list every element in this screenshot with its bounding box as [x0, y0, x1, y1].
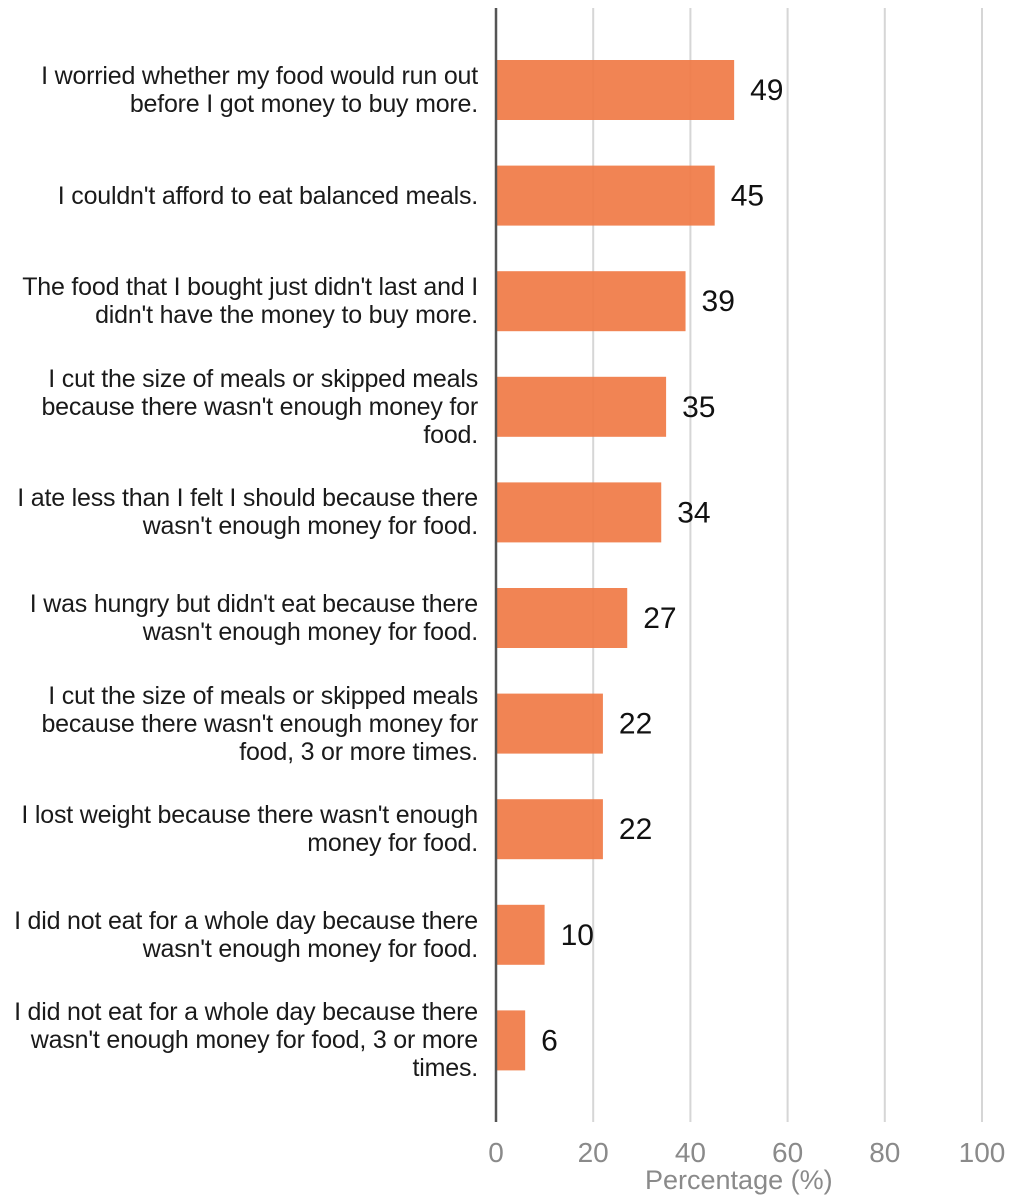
bar-5	[496, 482, 662, 543]
x-tick-label-80: 80	[869, 1137, 900, 1168]
bar-7	[496, 693, 603, 754]
category-label-10: I did not eat for a whole day because th…	[14, 998, 478, 1083]
bar-9	[496, 904, 545, 965]
bar-3	[496, 271, 686, 332]
bar-value-label-8: 22	[619, 813, 652, 846]
x-axis-title: Percentage (%)	[645, 1165, 833, 1195]
bar-2	[496, 165, 715, 226]
bar-value-label-7: 22	[619, 708, 652, 741]
category-label-3: The food that I bought just didn't last …	[22, 273, 478, 330]
bar-8	[496, 799, 603, 860]
bar-value-label-9: 10	[561, 919, 594, 952]
category-label-7: I cut the size of meals or skipped meals…	[41, 681, 478, 766]
bar-value-label-4: 35	[682, 391, 715, 424]
bar-value-label-5: 34	[677, 496, 710, 529]
bar-10	[496, 1010, 526, 1071]
category-label-4: I cut the size of meals or skipped meals…	[41, 364, 478, 449]
category-label-8: I lost weight because there wasn't enoug…	[21, 801, 478, 858]
category-label-2: I couldn't afford to eat balanced meals.	[57, 181, 478, 210]
category-label-9: I did not eat for a whole day because th…	[14, 906, 478, 963]
x-tick-label-100: 100	[959, 1137, 1006, 1168]
bar-value-label-6: 27	[643, 602, 676, 635]
category-label-6: I was hungry but didn't eat because ther…	[29, 590, 478, 646]
bar-value-label-2: 45	[731, 180, 764, 213]
bar-4	[496, 376, 667, 437]
bar-1	[496, 60, 735, 120]
x-tick-label-60: 60	[772, 1137, 803, 1168]
x-tick-label-40: 40	[675, 1137, 706, 1168]
bar-6	[496, 588, 628, 648]
bar-value-label-10: 6	[541, 1024, 558, 1057]
category-label-5: I ate less than I felt I should because …	[17, 484, 478, 541]
x-tick-label-0: 0	[488, 1137, 504, 1168]
x-tick-label-20: 20	[578, 1137, 609, 1168]
bar-value-label-3: 39	[702, 285, 735, 318]
category-label-1: I worried whether my food would run out …	[41, 62, 478, 118]
bar-value-label-1: 49	[750, 74, 783, 107]
